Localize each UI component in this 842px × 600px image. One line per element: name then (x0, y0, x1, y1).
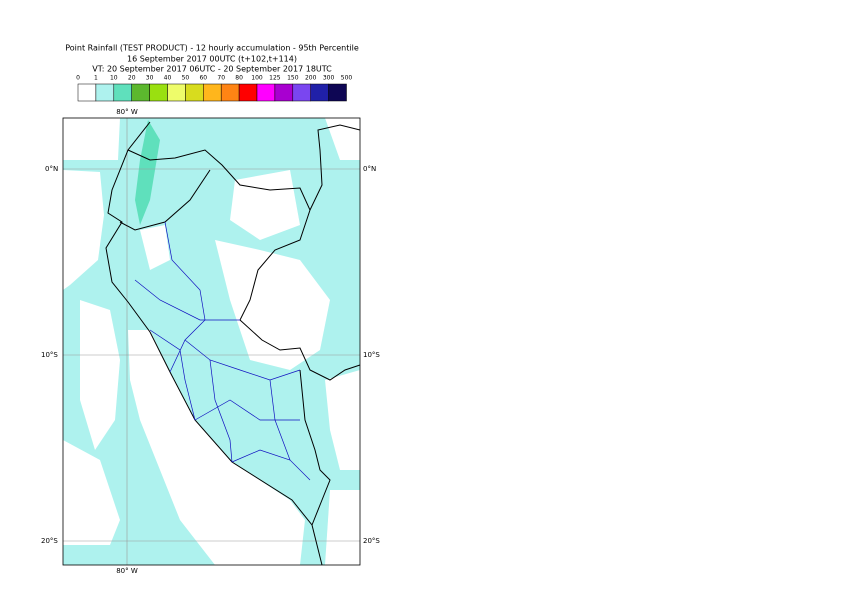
legend-label: 50 (182, 75, 190, 82)
legend-swatch (149, 83, 168, 102)
legend-swatch (274, 83, 294, 102)
moderate-rain (135, 120, 160, 225)
legend-swatch (113, 83, 132, 102)
legend-label: 80 (235, 75, 243, 82)
legend: 0 1 10 20 30 40 50 60 70 80 100 125 150 200 300 500 (76, 75, 352, 102)
legend-swatch (167, 83, 186, 102)
legend-swatch (256, 83, 276, 102)
map: 80° W 80° W 0°N 0°N 10°S 10°S 20°S 20°S (41, 108, 380, 575)
lon-label: 80° W (116, 567, 138, 575)
valid-time: VT: 20 September 2017 06UTC - 20 Septemb… (92, 65, 332, 74)
title: Point Rainfall (TEST PRODUCT) - 12 hourl… (65, 44, 359, 53)
legend-swatch (238, 83, 258, 102)
lon-label: 80° W (116, 108, 138, 116)
graticule (63, 118, 360, 565)
lat-label: 10°S (41, 351, 58, 359)
legend-swatch (77, 83, 97, 102)
legend-label: 150 (287, 75, 299, 82)
legend-label: 125 (269, 75, 281, 82)
lat-label: 20°S (363, 537, 380, 545)
legend-swatch (95, 83, 115, 102)
legend-swatch (292, 83, 311, 102)
legend-label: 30 (146, 75, 154, 82)
legend-swatch (328, 83, 347, 102)
legend-label: 0 (76, 75, 80, 82)
lat-label: 20°S (41, 537, 58, 545)
legend-swatch (203, 83, 222, 102)
legend-swatch (220, 83, 240, 102)
dry-areas (63, 118, 360, 565)
map-frame (62, 117, 361, 566)
lat-label: 0°N (45, 165, 58, 173)
legend-label: 200 (305, 75, 317, 82)
subtitle: 16 September 2017 00UTC (t+102,t+114) (127, 55, 297, 64)
legend-swatch (131, 83, 150, 102)
legend-label: 500 (341, 75, 353, 82)
lat-label: 0°N (363, 165, 376, 173)
legend-label: 100 (251, 75, 263, 82)
country-borders (105, 121, 361, 566)
legend-label: 1 (94, 75, 98, 82)
legend-swatch (185, 83, 204, 102)
region-borders (134, 221, 311, 481)
legend-swatch (310, 83, 329, 102)
legend-label: 10 (110, 75, 118, 82)
legend-label: 40 (164, 75, 172, 82)
legend-label: 20 (128, 75, 136, 82)
legend-label: 60 (199, 75, 207, 82)
legend-label: 70 (217, 75, 225, 82)
legend-label: 300 (323, 75, 335, 82)
lat-label: 10°S (363, 351, 380, 359)
